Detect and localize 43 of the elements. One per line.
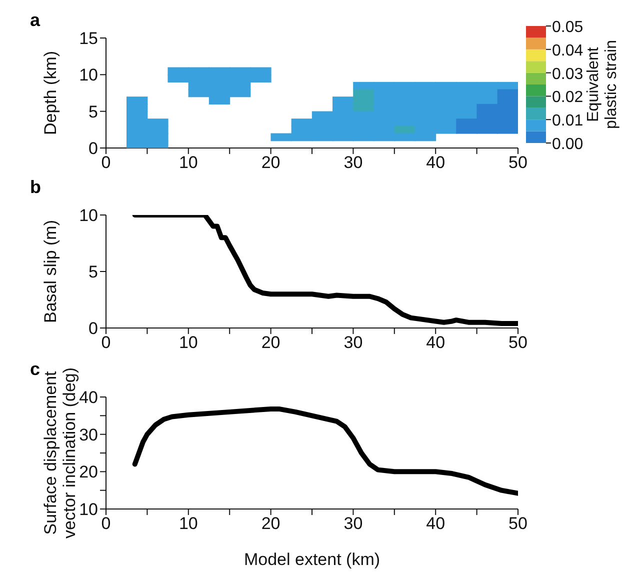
- chart-title: c: [30, 359, 40, 380]
- x-tick-label: 50: [508, 333, 528, 352]
- y-tick-label: 20: [79, 462, 98, 482]
- x-tick-label: 0: [101, 333, 111, 352]
- x-tick-label: 0: [101, 153, 111, 172]
- y-axis-title: Depth (km): [41, 50, 60, 136]
- x-tick-label: 30: [344, 153, 363, 172]
- x-tick-label: 30: [344, 333, 363, 352]
- color-bar-label: 0.02: [552, 89, 584, 106]
- y-axis-title: Surface displacement vector inclination (deg): [41, 367, 79, 539]
- y-tick-label: 15: [79, 29, 98, 48]
- x-tick-label: 0: [101, 514, 111, 534]
- color-bar-label: 0.03: [552, 66, 584, 83]
- color-bar-label: 0.01: [552, 112, 584, 130]
- color-bar-label: 0.05: [552, 19, 584, 36]
- x-tick-label: 20: [261, 153, 280, 172]
- x-tick-label: 10: [178, 333, 198, 352]
- chart-title: a: [30, 10, 40, 31]
- x-tick-label: 10: [178, 514, 198, 534]
- x-tick-label: 40: [426, 514, 446, 534]
- y-tick-label: 30: [79, 425, 98, 444]
- x-tick-label: 50: [508, 514, 528, 534]
- x-tick-label: 40: [426, 153, 446, 172]
- x-tick-label: 40: [426, 333, 446, 352]
- x-tick-label: 20: [261, 333, 280, 352]
- y-tick-label: 5: [88, 102, 98, 122]
- y-tick-label: 0: [88, 319, 98, 338]
- x-tick-label: 50: [508, 153, 528, 172]
- y-tick-label: 10: [79, 206, 98, 226]
- x-tick-label: 30: [344, 514, 363, 534]
- color-bar-label: 0.00: [552, 136, 584, 153]
- y-axis-title: Basal slip (m): [41, 220, 60, 323]
- x-tick-label: 10: [178, 153, 198, 172]
- color-bar-title: Equivalent plastic strain: [585, 40, 620, 129]
- x-axis-title: Model extent (km): [244, 550, 380, 569]
- x-tick-label: 20: [261, 514, 280, 534]
- y-tick-label: 40: [79, 388, 98, 408]
- y-tick-label: 10: [79, 66, 98, 85]
- color-bar-label: 0.04: [552, 42, 584, 60]
- y-tick-label: 5: [88, 262, 98, 282]
- chart-title: b: [30, 177, 41, 198]
- y-tick-label: 10: [79, 500, 98, 520]
- y-tick-label: 0: [88, 139, 98, 158]
